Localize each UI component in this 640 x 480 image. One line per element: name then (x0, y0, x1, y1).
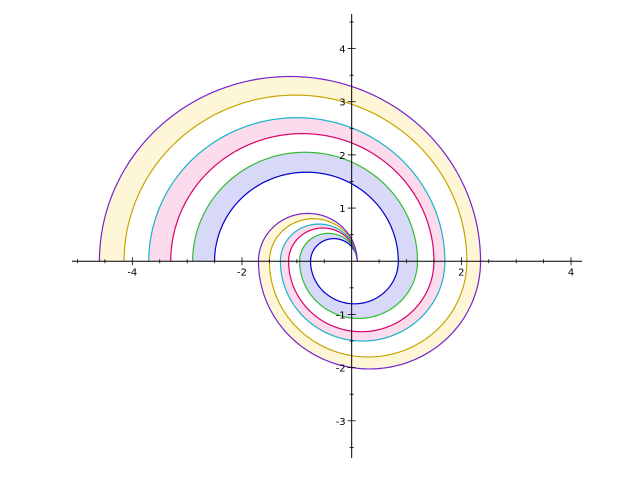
y-tick-label: -2 (336, 364, 346, 375)
y-tick-label: -3 (336, 417, 346, 428)
spiral-curves (98, 75, 482, 370)
spiral-curve-3-outer (98, 75, 482, 370)
y-tick-label: 3 (339, 98, 345, 109)
spiral-curve-3-inner (123, 94, 468, 358)
y-tick-label: 1 (339, 204, 345, 215)
band-fills (99, 76, 481, 369)
spiral-curve-1-inner (213, 171, 399, 305)
axes (72, 14, 582, 458)
x-tick-label: 2 (458, 267, 464, 278)
band-fill-3 (99, 76, 481, 369)
x-tick-label: -2 (237, 267, 247, 278)
y-tick-label: 4 (339, 45, 345, 56)
band-fill-2 (148, 117, 445, 342)
x-tick-label: -4 (127, 267, 137, 278)
x-tick-label: 4 (568, 267, 574, 278)
y-tick-label: -1 (336, 310, 346, 321)
spiral-curve-2-inner (170, 133, 435, 333)
axis-ticks: -4 -2 2 4 -3 -2 -1 1 2 3 4 (77, 21, 574, 448)
spiral-curve-1-outer (192, 151, 419, 320)
spiral-curve-2-outer (148, 117, 446, 342)
y-tick-label: 2 (339, 151, 345, 162)
